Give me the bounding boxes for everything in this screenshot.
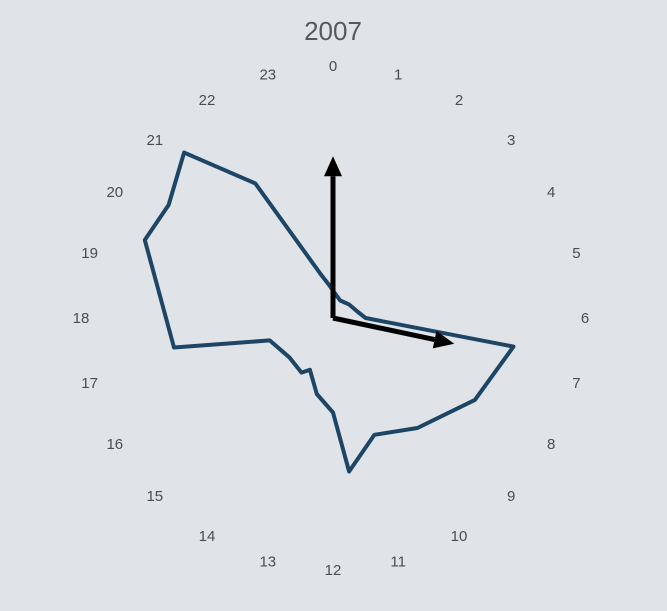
hour-label-20: 20 bbox=[106, 184, 123, 201]
hour-label-12: 12 bbox=[325, 562, 342, 579]
hour-label-13: 13 bbox=[259, 553, 276, 570]
series-line-0 bbox=[142, 150, 516, 474]
hour-label-7: 7 bbox=[572, 375, 580, 392]
hour-label-14: 14 bbox=[199, 528, 216, 545]
hour-label-1: 1 bbox=[394, 67, 402, 84]
hour-label-2: 2 bbox=[455, 92, 463, 109]
hour-label-6: 6 bbox=[581, 310, 589, 327]
chart-title: 2007 bbox=[304, 16, 362, 46]
series-layer bbox=[142, 150, 516, 474]
hour-label-5: 5 bbox=[572, 245, 580, 262]
arrow-head-1 bbox=[432, 330, 455, 349]
hour-label-18: 18 bbox=[73, 310, 90, 327]
hour-label-3: 3 bbox=[507, 132, 515, 149]
hour-label-16: 16 bbox=[106, 436, 123, 453]
hour-label-22: 22 bbox=[199, 92, 216, 109]
hour-label-17: 17 bbox=[81, 375, 98, 392]
hour-label-10: 10 bbox=[451, 528, 468, 545]
hour-label-0: 0 bbox=[329, 58, 337, 75]
hour-label-15: 15 bbox=[146, 488, 163, 505]
hour-label-9: 9 bbox=[507, 488, 515, 505]
hour-label-23: 23 bbox=[259, 67, 276, 84]
hour-label-4: 4 bbox=[547, 184, 555, 201]
hour-label-11: 11 bbox=[390, 553, 406, 570]
arrow-head-0 bbox=[324, 156, 342, 177]
hour-label-19: 19 bbox=[81, 245, 98, 262]
hour-label-21: 21 bbox=[146, 132, 163, 149]
arrow-layer bbox=[324, 156, 455, 349]
hour-label-8: 8 bbox=[547, 436, 555, 453]
arrow-shaft-1 bbox=[332, 315, 436, 343]
